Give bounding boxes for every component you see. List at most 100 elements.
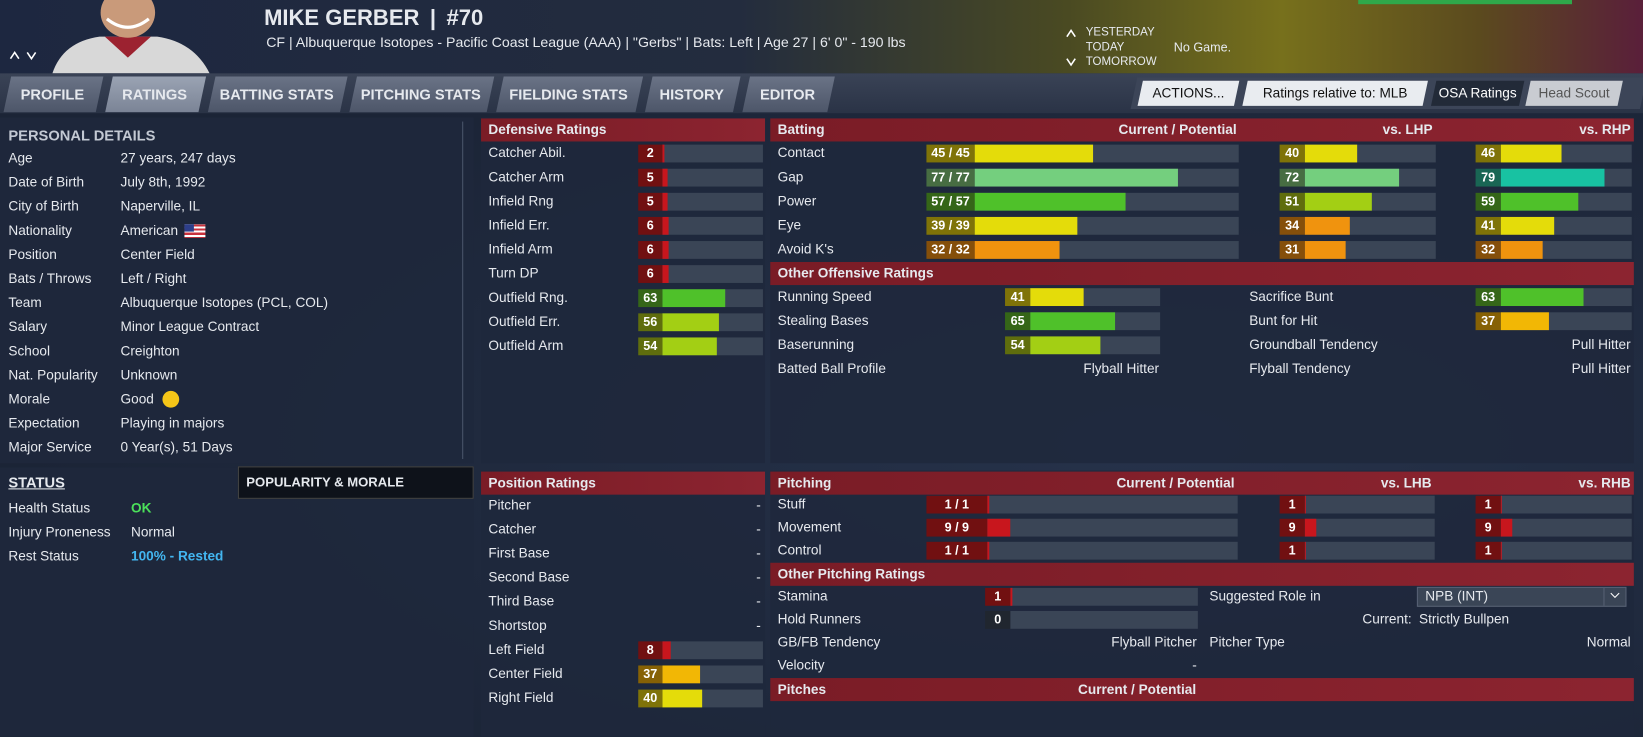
status-value: Normal xyxy=(131,524,175,540)
rating-bar xyxy=(662,665,700,684)
rating-label: Right Field xyxy=(488,689,554,706)
tab[interactable]: PITCHING STATS xyxy=(360,85,481,103)
rating-box: 0 xyxy=(985,610,1011,629)
rating-bar xyxy=(974,168,1178,187)
rating-box: 1 xyxy=(1475,495,1501,514)
detail-label: City of Birth xyxy=(8,198,79,214)
rating-track xyxy=(662,144,763,163)
rating-bar xyxy=(987,495,990,514)
rating-label: Running Speed xyxy=(777,288,872,304)
tab[interactable]: BATTING STATS xyxy=(219,85,334,103)
rating-track xyxy=(1500,495,1632,514)
player-photo xyxy=(52,0,210,74)
scrollbar xyxy=(462,121,470,460)
rating-label: Velocity xyxy=(777,657,825,673)
rating-box: 72 xyxy=(1279,168,1305,187)
rating-track xyxy=(662,641,763,660)
rating-box: 63 xyxy=(638,289,663,308)
rating-label: Sacrifice Bunt xyxy=(1249,288,1334,304)
detail-value: American xyxy=(120,222,179,238)
detail-label: Salary xyxy=(8,318,48,335)
rating-box: 79 xyxy=(1475,168,1501,187)
rating-box: 1 / 1 xyxy=(926,495,988,514)
detail-label: Team xyxy=(8,294,42,311)
player-details: CF | Albuquerque Isotopes - Pacific Coas… xyxy=(266,34,906,51)
rating-track xyxy=(1010,587,1198,606)
rating-bar xyxy=(662,689,703,708)
rating-box: 6 xyxy=(638,241,663,259)
popularity-tab-bg xyxy=(237,466,474,499)
column-header: vs. RHB xyxy=(1578,474,1631,491)
rating-box: 1 xyxy=(1279,541,1305,560)
rating-box: 8 xyxy=(638,641,663,660)
tab[interactable]: HISTORY xyxy=(659,85,724,103)
tab[interactable]: EDITOR xyxy=(759,85,816,103)
tab[interactable]: PROFILE xyxy=(20,85,85,103)
rating-bar xyxy=(987,541,990,560)
detail-value: Creighton xyxy=(120,342,180,359)
rating-box: 41 xyxy=(1005,288,1031,307)
rating-bar xyxy=(1500,241,1543,259)
dropdown-value[interactable]: NPB (INT) xyxy=(1425,587,1489,604)
column-header: Current / Potential xyxy=(1116,474,1235,491)
tab[interactable]: FIELDING STATS xyxy=(509,85,628,103)
detail-label: Bats / Throws xyxy=(8,270,92,287)
rating-box: 5 xyxy=(638,168,663,187)
rating-bar xyxy=(662,337,717,356)
rating-track xyxy=(662,216,763,235)
rating-label: Pitcher xyxy=(488,496,531,513)
rating-bar xyxy=(1030,288,1084,307)
column-header: Current / Potential xyxy=(1078,681,1197,697)
rating-label: GB/FB Tendency xyxy=(777,634,881,650)
control-label[interactable]: ACTIONS... xyxy=(1152,84,1225,101)
rating-label: Hold Runners xyxy=(777,610,861,627)
rating-box: 65 xyxy=(1005,312,1031,331)
control-label[interactable]: Head Scout xyxy=(1538,84,1610,101)
detail-value: Minor League Contract xyxy=(120,318,260,335)
rating-label: Center Field xyxy=(488,665,563,682)
status-label: Rest Status xyxy=(8,548,79,564)
section-header xyxy=(481,118,766,142)
rating-box: 57 / 57 xyxy=(926,192,975,211)
schedule-arrows xyxy=(1066,28,1076,67)
dropdown-arrow[interactable] xyxy=(1603,587,1625,606)
rating-label: Avoid K's xyxy=(777,241,834,257)
rating-label: Gap xyxy=(777,168,804,185)
section-header xyxy=(770,118,1634,142)
rating-bar xyxy=(1304,241,1346,259)
rating-box: 9 xyxy=(1475,518,1501,537)
rating-text: - xyxy=(756,520,761,537)
rating-text: - xyxy=(756,496,761,513)
rating-box: 31 xyxy=(1279,241,1305,259)
dropdown[interactable] xyxy=(1416,586,1627,607)
column-header: vs. RHP xyxy=(1579,121,1631,138)
tab[interactable]: POPULARITY & MORALE xyxy=(246,474,404,490)
detail-value: 27 years, 247 days xyxy=(120,149,236,166)
status-label: Health Status xyxy=(8,499,91,516)
rating-label: Catcher Abil. xyxy=(488,144,566,161)
rating-bar xyxy=(662,216,669,235)
rating-bar xyxy=(662,641,671,660)
rating-bar xyxy=(1500,144,1561,163)
rating-box: 40 xyxy=(638,689,663,708)
control-label[interactable]: OSA Ratings xyxy=(1438,84,1517,101)
section-title: Pitches xyxy=(777,681,827,697)
rating-label: Eye xyxy=(777,216,802,233)
rating-text: - xyxy=(756,593,761,609)
rating-text: - xyxy=(1192,657,1197,673)
section-header xyxy=(770,262,1634,286)
column-header: Current / Potential xyxy=(1118,121,1237,138)
rating-box: 2 xyxy=(638,144,663,163)
rating-bar xyxy=(1500,216,1555,235)
rating-bar xyxy=(662,265,669,283)
detail-value: July 8th, 1992 xyxy=(120,173,206,190)
rating-track xyxy=(1500,541,1632,560)
player-number: #70 xyxy=(446,6,484,31)
section-title: Batting xyxy=(777,121,825,138)
rating-bar xyxy=(974,192,1126,211)
tab[interactable]: RATINGS xyxy=(122,85,188,103)
control-label[interactable]: Ratings relative to: MLB xyxy=(1262,84,1408,101)
panel xyxy=(0,467,474,737)
rating-box: 41 xyxy=(1475,216,1501,235)
section-title: Position Ratings xyxy=(488,474,596,491)
